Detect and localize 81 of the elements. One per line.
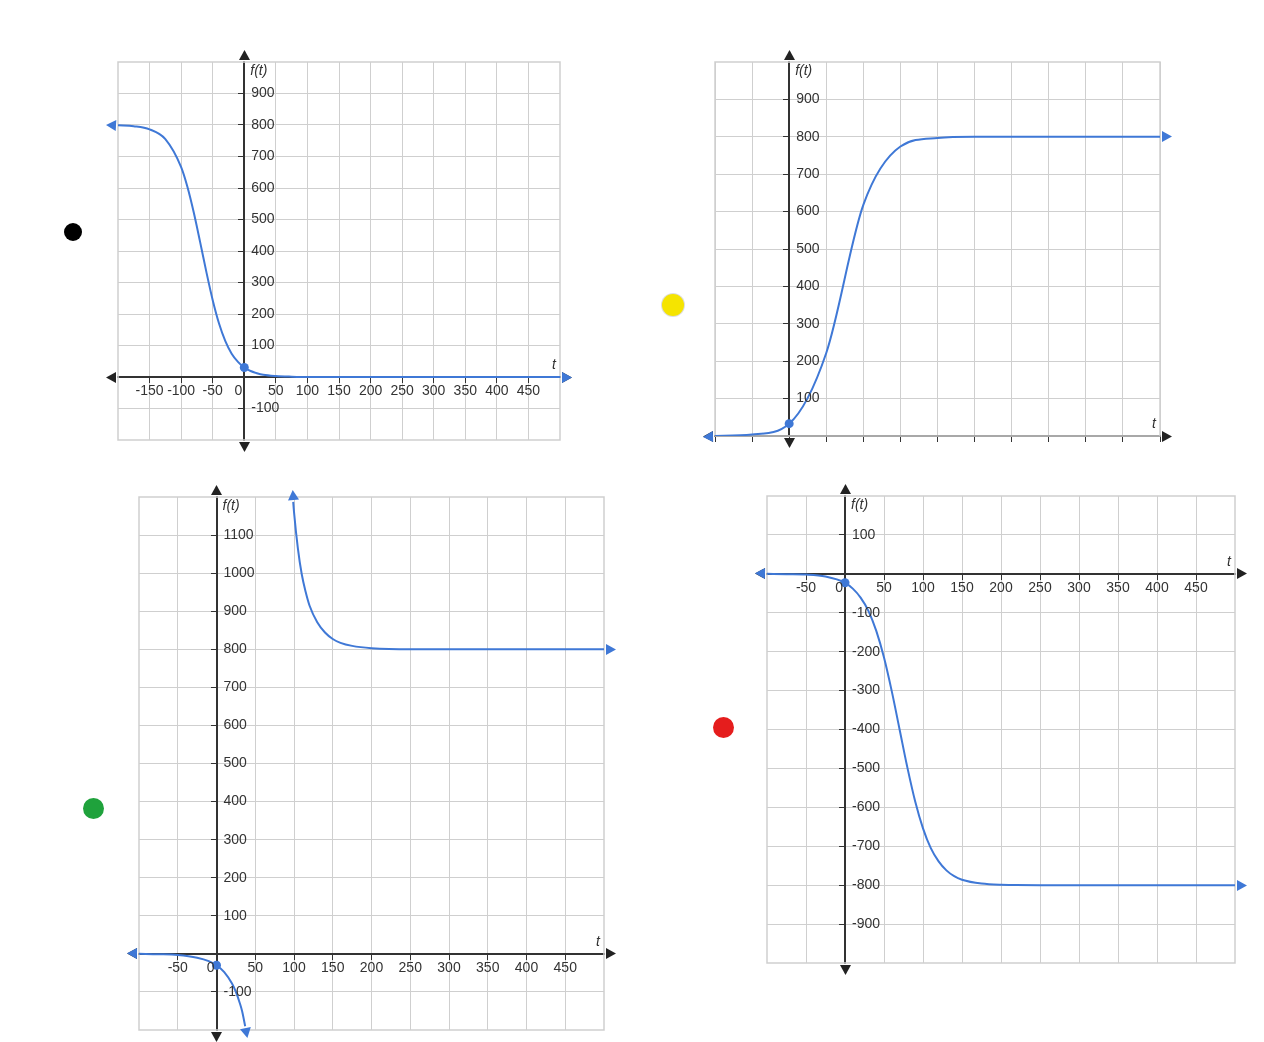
x-tick-label: 0: [206, 958, 215, 975]
y-tick-label: 100: [223, 906, 248, 923]
y-tick-label: 200: [796, 352, 820, 369]
y-tick-label: 700: [223, 678, 248, 695]
x-tick-label: 100: [282, 958, 306, 975]
y-axis-title: f(t): [250, 61, 268, 78]
y-tick-label: -300: [852, 681, 881, 698]
x-tick-label: -50: [202, 381, 224, 398]
y-tick-label: 500: [251, 210, 275, 227]
x-tick-label: 400: [485, 381, 509, 398]
x-tick-label: 0: [835, 578, 844, 595]
y-tick-label: 900: [796, 90, 820, 107]
x-tick-label: 250: [1028, 578, 1052, 595]
y-tick-label: -100: [251, 399, 280, 416]
y-tick-label: 200: [251, 304, 275, 321]
y-axis-title: f(t): [222, 496, 240, 513]
y-tick-label: 400: [796, 277, 820, 294]
y-tick-label: 500: [223, 754, 248, 771]
y-tick-label: -900: [852, 914, 881, 931]
x-tick-label: 100: [911, 578, 935, 595]
x-axis-title: t: [596, 932, 602, 949]
y-tick-label: -800: [852, 876, 881, 893]
x-tick-label: -150: [135, 381, 164, 398]
y-tick-label: 600: [223, 716, 248, 733]
y-tick-label: 100: [852, 525, 876, 542]
y-tick-label: 300: [223, 830, 248, 847]
x-tick-label: -100: [167, 381, 196, 398]
x-tick-label: 450: [553, 958, 578, 975]
x-tick-label: 450: [516, 381, 541, 398]
y-tick-label: 300: [796, 314, 820, 331]
x-axis-title: t: [552, 355, 558, 372]
x-tick-label: 300: [422, 381, 446, 398]
x-tick-label: -50: [795, 578, 817, 595]
x-tick-label: 400: [1145, 578, 1169, 595]
y-tick-label: -700: [852, 837, 881, 854]
x-tick-label: 0: [234, 381, 243, 398]
x-tick-label: 150: [321, 958, 345, 975]
x-tick-label: 450: [1184, 578, 1208, 595]
y-tick-label: 500: [796, 239, 820, 256]
y-tick-label: 700: [251, 147, 275, 164]
x-tick-label: 200: [989, 578, 1013, 595]
x-tick-label: 350: [476, 958, 500, 975]
x-tick-label: 50: [268, 381, 284, 398]
x-axis-title: t: [1227, 552, 1233, 569]
x-tick-label: 200: [358, 381, 383, 398]
x-axis-title: t: [1152, 414, 1158, 431]
y-tick-label: -200: [852, 642, 881, 659]
x-tick-label: 350: [1106, 578, 1130, 595]
y-tick-label: 1000: [223, 564, 255, 580]
x-tick-label: 50: [876, 578, 892, 595]
x-tick-label: 300: [437, 958, 461, 975]
y-tick-label: -500: [852, 759, 881, 776]
y-axis-title: f(t): [851, 495, 869, 512]
y-tick-label: -400: [852, 720, 881, 737]
y-tick-label: 600: [251, 178, 275, 195]
y-axis-title: f(t): [795, 61, 813, 78]
y-tick-label: -600: [852, 798, 881, 815]
y-tick-label: 800: [223, 640, 248, 657]
y-tick-label: 900: [223, 602, 248, 619]
y-tick-label: 800: [796, 127, 820, 144]
y-tick-label: 1100: [223, 525, 254, 542]
y-tick-label: 600: [796, 202, 820, 219]
x-tick-label: 350: [453, 381, 478, 398]
x-tick-label: -50: [167, 958, 189, 975]
y-tick-label: 800: [251, 115, 275, 132]
y-tick-label: 400: [223, 792, 248, 809]
y-tick-label: 400: [251, 241, 275, 258]
x-tick-label: 150: [327, 381, 351, 398]
y-tick-label: 100: [251, 336, 275, 353]
x-tick-label: 250: [398, 958, 423, 975]
x-tick-label: 50: [247, 958, 264, 975]
y-tick-label: 200: [223, 868, 248, 885]
x-tick-label: 100: [295, 381, 320, 398]
x-tick-label: 200: [359, 958, 384, 975]
x-tick-label: 400: [514, 958, 539, 975]
y-tick-label: 700: [796, 165, 820, 182]
x-tick-label: 150: [950, 578, 974, 595]
x-tick-label: 300: [1067, 578, 1091, 595]
x-tick-label: 250: [390, 381, 415, 398]
y-tick-label: 300: [251, 273, 275, 290]
y-tick-label: 900: [251, 84, 275, 101]
